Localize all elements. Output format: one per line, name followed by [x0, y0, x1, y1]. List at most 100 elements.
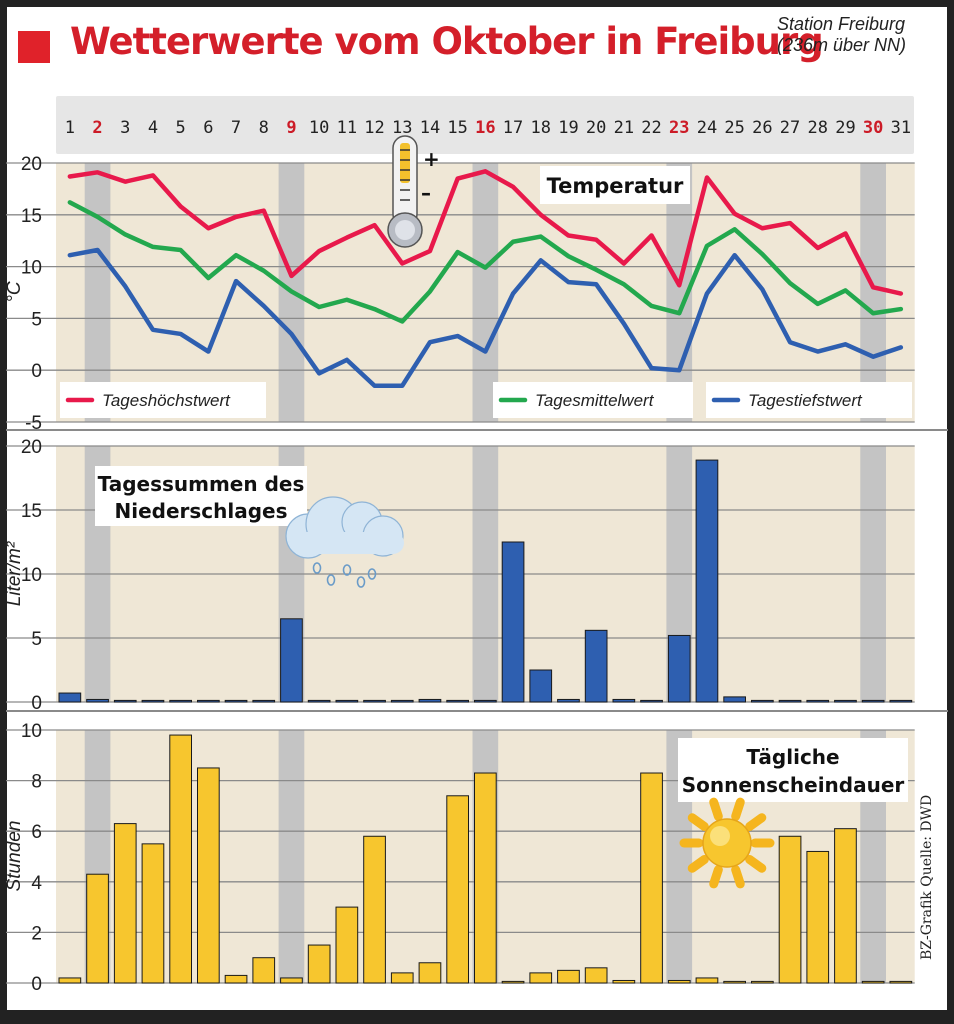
thermometer-bulb-shine [395, 220, 415, 240]
precip-bar [501, 541, 525, 703]
data-point-mean [317, 305, 321, 309]
thermometer-liquid [400, 143, 410, 183]
data-point-max [816, 246, 820, 250]
data-point-max [705, 175, 709, 180]
data-point-min [760, 287, 764, 291]
data-point-mean [456, 250, 460, 254]
data-point-max [483, 169, 487, 173]
sun-bar [667, 979, 691, 984]
data-point-max [456, 176, 460, 181]
data-point-mean [372, 307, 377, 311]
data-point-mean [899, 307, 903, 311]
rain-cloud-icon [285, 496, 404, 588]
precip-bar [390, 699, 414, 703]
day-label: 20 [586, 118, 606, 138]
precip-bar [834, 699, 857, 703]
sun-ray [745, 813, 767, 832]
precip-bar [363, 699, 386, 703]
data-point-max [345, 235, 349, 240]
header-square [18, 31, 50, 63]
y-tick-label: 15 [21, 501, 42, 522]
precip-y-axis-label: Liter/m² [4, 541, 25, 606]
data-point-min [234, 279, 238, 283]
data-point-min [68, 253, 72, 257]
weekend-column [860, 163, 886, 422]
data-point-min [539, 258, 543, 262]
day-label: 17 [503, 118, 523, 138]
data-point-mean [262, 269, 266, 273]
data-point-max [206, 226, 210, 230]
day-label: 29 [835, 118, 855, 138]
data-point-mean [345, 298, 349, 302]
precip-bar [197, 699, 220, 703]
day-label: 2 [92, 118, 102, 138]
day-label: 26 [752, 118, 772, 138]
sun-title-line-1: Tägliche [746, 745, 839, 769]
sun-ray [731, 865, 745, 889]
data-point-max [123, 180, 127, 184]
day-label: 14 [420, 118, 440, 138]
precip-bar [529, 669, 553, 703]
data-point-min [677, 368, 681, 372]
sun-bar [446, 795, 469, 984]
day-label: 19 [558, 118, 578, 138]
sun-bar [307, 944, 331, 984]
station-line-2: (236m über NN) [776, 35, 906, 55]
data-point-min [206, 349, 210, 354]
data-point-mean [677, 311, 681, 315]
precip-bar [778, 699, 802, 703]
day-label: 12 [364, 118, 384, 138]
data-point-max [899, 291, 903, 296]
data-point-min [179, 332, 183, 336]
page-title: Wetterwerte vom Oktober in Freiburg [70, 20, 824, 63]
y-tick-label: 0 [31, 361, 42, 382]
data-point-max [262, 209, 266, 213]
data-point-min [151, 328, 155, 332]
day-label: 22 [641, 118, 661, 138]
sun-highlight [710, 826, 730, 846]
data-point-mean [760, 252, 764, 256]
data-point-mean [843, 288, 848, 293]
precipitation-chart: Tagessummen des Niederschlages [58, 459, 913, 703]
data-point-max [179, 204, 183, 209]
y-tick-label: 15 [21, 206, 42, 227]
y-tick-label: 6 [31, 822, 42, 843]
sun-title-line-2: Sonnenscheindauer [682, 773, 905, 797]
sun-bar [252, 957, 276, 984]
day-label: 4 [148, 118, 158, 138]
precip-bar [667, 634, 691, 703]
data-point-min [511, 291, 515, 296]
sun-ray [687, 854, 709, 873]
sun-title-box [678, 738, 908, 802]
sun-ray [709, 865, 723, 889]
day-label: 13 [392, 118, 412, 138]
data-point-min [428, 340, 432, 344]
day-label: 7 [231, 118, 241, 138]
precip-bar [252, 699, 276, 703]
sun-bar [778, 835, 802, 984]
data-point-min [317, 371, 321, 375]
day-label: 24 [697, 118, 717, 138]
data-point-mean [622, 282, 626, 286]
data-point-mean [871, 311, 875, 315]
sun-bar [58, 977, 82, 984]
y-tick-label: 0 [31, 693, 42, 714]
legend-label-min: Tagestiefstwert [748, 391, 863, 410]
day-label: 28 [808, 118, 828, 138]
precip-bar [169, 699, 193, 703]
legend-box-max [60, 382, 266, 418]
station-info: Station Freiburg (236m über NN) [777, 14, 906, 56]
data-point-mean [816, 302, 820, 306]
data-point-max [594, 238, 598, 242]
sun-bar [224, 974, 248, 984]
data-point-max [622, 261, 626, 266]
data-point-min [622, 321, 626, 326]
y-tick-label: 2 [31, 923, 42, 944]
legend-label-max: Tageshöchstwert [102, 391, 231, 410]
decorations: +– [285, 135, 775, 889]
precip-title-line-2: Niederschlages [114, 499, 287, 523]
sun-bar [86, 873, 109, 984]
data-point-mean [733, 227, 737, 231]
sun-bar [169, 734, 193, 984]
sun-bar [806, 850, 830, 984]
